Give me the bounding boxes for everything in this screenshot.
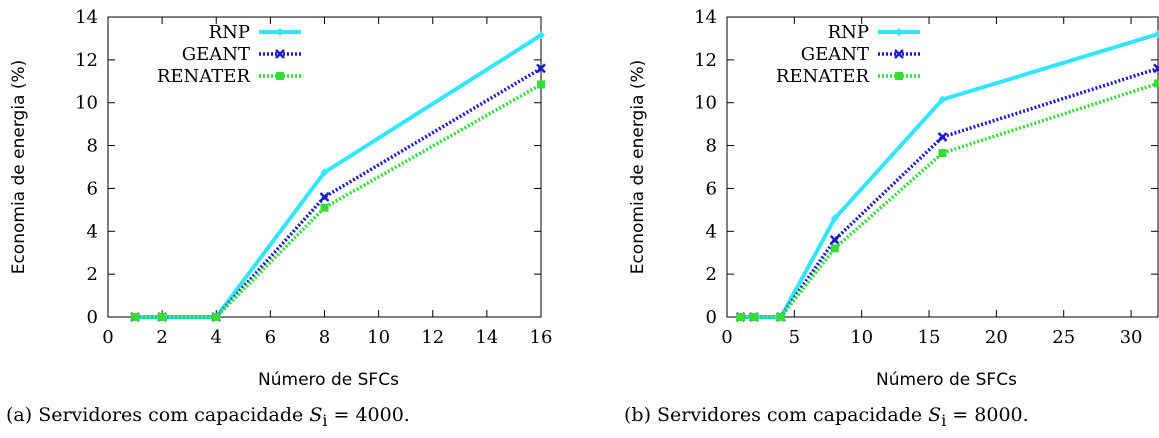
legend-label: GEANT bbox=[182, 44, 250, 65]
caption-a-sub: i bbox=[322, 410, 328, 430]
series-line bbox=[135, 82, 542, 319]
x-tick-label: 16 bbox=[530, 327, 553, 348]
series-renater bbox=[736, 79, 1159, 321]
series-geant bbox=[130, 63, 546, 322]
y-tick-label: 12 bbox=[694, 50, 717, 71]
legend-marker bbox=[895, 28, 903, 36]
legend-label: RNP bbox=[209, 22, 250, 43]
x-tick-label: 30 bbox=[1120, 327, 1143, 348]
legend-label: RENATER bbox=[776, 66, 870, 87]
y-tick-label: 2 bbox=[87, 264, 98, 285]
data-point bbox=[536, 63, 546, 74]
y-tick-label: 6 bbox=[87, 178, 98, 199]
plot-frame bbox=[726, 16, 1159, 318]
x-tick-label: 10 bbox=[367, 327, 390, 348]
y-tick-label: 10 bbox=[694, 93, 717, 114]
data-point bbox=[320, 168, 329, 177]
x-tick-label: 0 bbox=[102, 327, 113, 348]
x-tick-label: 20 bbox=[985, 327, 1008, 348]
x-tick-label: 0 bbox=[721, 327, 732, 348]
data-point bbox=[938, 95, 947, 104]
y-tick-label: 12 bbox=[75, 50, 98, 71]
legend-marker bbox=[276, 72, 284, 80]
data-point bbox=[938, 149, 947, 158]
caption-b-prefix: (b) Servidores com capacidade bbox=[624, 404, 923, 426]
y-tick-label: 14 bbox=[75, 7, 98, 28]
caption-b-sub: i bbox=[941, 410, 947, 430]
y-tick-label: 0 bbox=[706, 307, 717, 328]
data-point bbox=[736, 313, 745, 321]
legend-label: RENATER bbox=[157, 66, 251, 87]
legend-marker bbox=[894, 49, 904, 59]
data-point bbox=[537, 31, 545, 40]
plot-frame bbox=[107, 16, 542, 318]
data-point bbox=[1154, 79, 1159, 88]
x-tick-label: 15 bbox=[918, 327, 941, 348]
caption-a-eq: = bbox=[333, 404, 350, 426]
y-tick-label: 10 bbox=[75, 93, 98, 114]
data-point bbox=[158, 313, 167, 321]
y-tick-label: 8 bbox=[87, 136, 98, 157]
caption-b: (b) Servidores com capacidade Si = 8000. bbox=[624, 404, 1029, 430]
data-point bbox=[937, 132, 948, 142]
data-point bbox=[829, 234, 840, 245]
data-point bbox=[776, 313, 785, 321]
caption-a-symbol: S bbox=[309, 404, 323, 426]
legend-label: GEANT bbox=[801, 44, 869, 65]
x-axis-label: Número de SFCs bbox=[876, 370, 1017, 390]
series-renater bbox=[131, 80, 545, 321]
data-point bbox=[319, 192, 330, 202]
caption-a-prefix: (a) Servidores com capacidade bbox=[6, 404, 304, 426]
data-point bbox=[830, 214, 839, 223]
x-tick-label: 4 bbox=[211, 327, 222, 348]
y-tick-label: 14 bbox=[694, 7, 717, 28]
x-tick-label: 8 bbox=[319, 327, 330, 348]
caption-b-eq: = bbox=[952, 404, 969, 426]
caption-a-value: 4000. bbox=[355, 404, 410, 426]
y-tick-label: 4 bbox=[87, 221, 98, 242]
caption-b-symbol: S bbox=[928, 404, 942, 426]
series-line bbox=[740, 66, 1159, 319]
x-tick-label: 12 bbox=[421, 327, 444, 348]
x-tick-label: 14 bbox=[475, 327, 498, 348]
series-line bbox=[135, 66, 542, 319]
chart-1: 0 2 4 6 8 10 12 14 0 5 10 15 20 25 30 Número de SFCs Eco… bbox=[628, 7, 1159, 390]
data-point bbox=[749, 313, 758, 321]
y-tick-label: 8 bbox=[706, 136, 717, 157]
caption-a: (a) Servidores com capacidade Si = 4000. bbox=[6, 404, 410, 430]
data-point bbox=[212, 313, 221, 321]
data-point bbox=[537, 80, 545, 89]
x-tick-label: 6 bbox=[265, 327, 276, 348]
data-point bbox=[131, 313, 140, 321]
data-point bbox=[320, 203, 329, 212]
y-tick-label: 6 bbox=[706, 178, 717, 199]
y-tick-label: 2 bbox=[706, 264, 717, 285]
x-tick-label: 25 bbox=[1052, 327, 1075, 348]
x-tick-label: 5 bbox=[789, 327, 800, 348]
series-line bbox=[740, 81, 1159, 319]
x-axis-label: Número de SFCs bbox=[258, 370, 399, 390]
data-point bbox=[1154, 30, 1159, 39]
data-point bbox=[830, 244, 839, 253]
legend-marker bbox=[895, 72, 903, 80]
x-tick-label: 2 bbox=[156, 327, 167, 348]
x-tick-label: 10 bbox=[850, 327, 873, 348]
y-axis-label: Economia de energia (%) bbox=[628, 60, 648, 275]
data-point bbox=[1153, 63, 1159, 74]
legend-label: RNP bbox=[828, 22, 869, 43]
y-tick-label: 4 bbox=[706, 221, 717, 242]
y-axis-label: Economia de energia (%) bbox=[9, 60, 29, 275]
y-tick-label: 0 bbox=[87, 307, 98, 328]
legend-marker bbox=[275, 49, 285, 59]
figure: 0 2 4 6 8 10 12 14 0 2 4 6 8 10 12 14 16 Número de SFCs Ec… bbox=[9, 7, 1159, 390]
legend-marker bbox=[276, 28, 284, 36]
caption-b-value: 8000. bbox=[974, 404, 1029, 426]
chart-0: 0 2 4 6 8 10 12 14 0 2 4 6 8 10 12 14 16 Número de SFCs Ec… bbox=[9, 7, 552, 390]
